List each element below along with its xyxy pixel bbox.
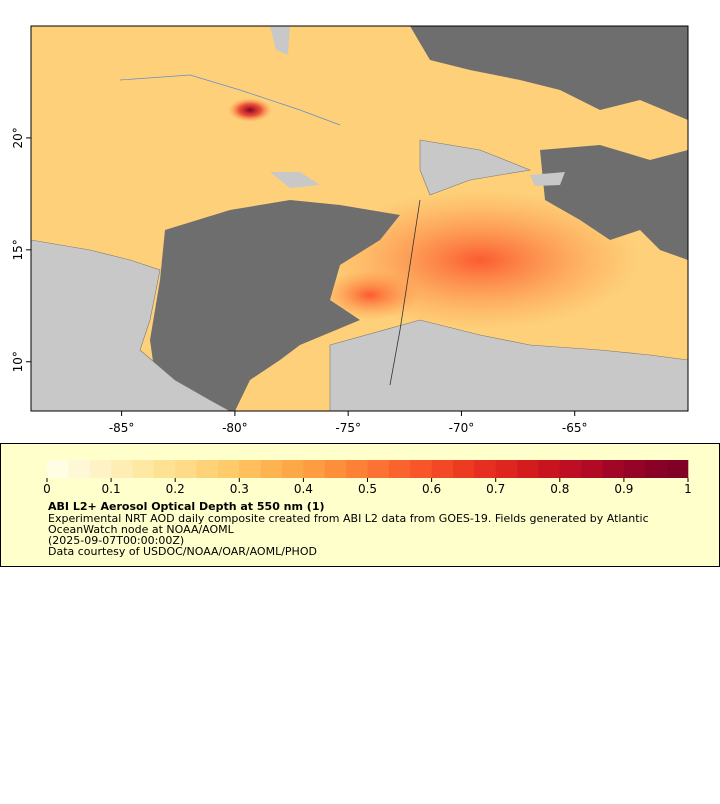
- colorbar-segment: [538, 460, 561, 478]
- cloud: [540, 145, 688, 260]
- colorbar-segment: [346, 460, 368, 478]
- colorbar-segment: [68, 460, 91, 478]
- x-tick-label: -80°: [222, 421, 248, 435]
- colorbar-segment: [111, 460, 133, 478]
- cloud: [410, 26, 688, 120]
- y-tick-label: 20°: [11, 127, 25, 148]
- colorbar-segment: [47, 460, 69, 478]
- colorbar-segment: [495, 460, 518, 478]
- legend-title: ABI L2+ Aerosol Optical Depth at 550 nm …: [48, 500, 325, 513]
- colorbar-segment: [410, 460, 432, 478]
- aerosol-hotspot: [228, 98, 272, 122]
- aerosol-plume: [320, 270, 420, 320]
- colorbar-segment: [581, 460, 603, 478]
- colorbar-segment: [196, 460, 219, 478]
- colorbar-segment: [474, 460, 496, 478]
- land: [530, 172, 565, 186]
- land: [270, 26, 290, 55]
- legend-description: (2025-09-07T00:00:00Z): [48, 534, 184, 547]
- cloud: [150, 200, 400, 411]
- legend-description: OceanWatch node at NOAA/AOML: [48, 523, 235, 536]
- map-area: [31, 26, 688, 411]
- colorbar-segment: [239, 460, 261, 478]
- land: [419, 139, 532, 196]
- colorbar-tick-label: 0.4: [294, 482, 313, 496]
- border: [389, 199, 421, 386]
- colorbar-segment: [282, 460, 304, 478]
- colorbar-tick-label: 0.2: [166, 482, 185, 496]
- colorbar-segment: [303, 460, 326, 478]
- map-frame: [30, 25, 689, 412]
- colorbar-segment: [260, 460, 283, 478]
- land: [270, 172, 320, 188]
- colorbar-segment: [517, 460, 539, 478]
- colorbar-tick-label: 0.5: [358, 482, 377, 496]
- land: [329, 319, 688, 411]
- colorbar-segment: [367, 460, 390, 478]
- colorbar-segment: [89, 460, 112, 478]
- colorbar-tick-label: 0: [43, 482, 51, 496]
- colorbar-segment: [452, 460, 475, 478]
- colorbar-segment: [132, 460, 155, 478]
- x-tick-label: -85°: [109, 421, 135, 435]
- colorbar-tick-label: 0.6: [422, 482, 441, 496]
- x-tick-label: -70°: [449, 421, 475, 435]
- colorbar-segment: [431, 460, 454, 478]
- colorbar-tick-label: 0.1: [102, 482, 121, 496]
- colorbar-segment: [217, 460, 240, 478]
- colorbar-tick-label: 0.8: [550, 482, 569, 496]
- colorbar-tick-label: 0.7: [486, 482, 505, 496]
- colorbar-tick-label: 0.3: [230, 482, 249, 496]
- river: [119, 74, 341, 126]
- legend-description: Experimental NRT AOD daily composite cre…: [48, 512, 649, 525]
- land: [31, 239, 231, 411]
- colorbar-tick-label: 0.9: [614, 482, 633, 496]
- colorbar-segment: [324, 460, 347, 478]
- y-tick-label: 15°: [11, 239, 25, 260]
- colorbar-tick-label: 1: [684, 482, 692, 496]
- colorbar-segment: [559, 460, 582, 478]
- colorbar-segment: [666, 460, 689, 478]
- y-tick-label: 10°: [11, 351, 25, 372]
- colorbar-segment: [645, 460, 667, 478]
- colorbar-segment: [175, 460, 197, 478]
- x-tick-label: -75°: [335, 421, 361, 435]
- x-tick-label: -65°: [562, 421, 588, 435]
- colorbar-segment: [388, 460, 411, 478]
- colorbar-segment: [153, 460, 176, 478]
- colorbar-segment: [602, 460, 625, 478]
- legend-description: Data courtesy of USDOC/NOAA/OAR/AOML/PHO…: [48, 545, 317, 558]
- colorbar-segment: [623, 460, 646, 478]
